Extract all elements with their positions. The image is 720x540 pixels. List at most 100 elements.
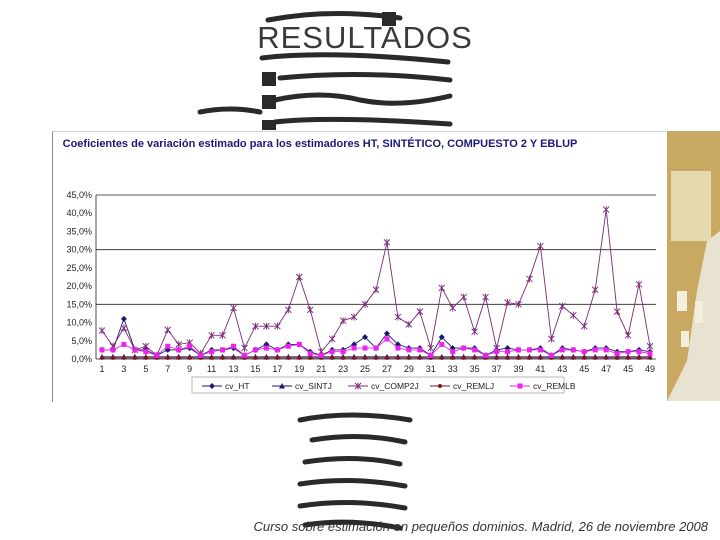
data-point-cv_COMP2J	[449, 304, 457, 312]
x-tick-label: 15	[250, 364, 260, 374]
data-point-cv_REMLB	[537, 347, 543, 353]
data-point-cv_COMP2J	[602, 206, 610, 214]
data-point-cv_REMLB	[406, 347, 412, 353]
x-tick-label: 5	[143, 364, 148, 374]
x-tick-label: 41	[535, 364, 545, 374]
data-point-cv_REMLJ	[527, 355, 532, 360]
x-tick-label: 17	[272, 364, 282, 374]
data-point-cv_REMLB	[187, 343, 193, 349]
data-point-cv_COMP2J	[339, 317, 347, 325]
data-point-cv_REMLJ	[571, 355, 576, 360]
data-point-cv_REMLB	[143, 349, 149, 355]
legend-label: cv_COMP2J	[371, 381, 419, 391]
data-point-cv_REMLJ	[461, 355, 466, 360]
data-point-cv_COMP2J	[208, 331, 215, 339]
x-tick-label: 45	[579, 364, 589, 374]
data-point-cv_REMLJ	[330, 355, 335, 360]
chart-title: Coeficientes de variación estimado para …	[62, 138, 578, 150]
data-point-cv_REMLB	[625, 349, 631, 355]
legend-marker-cv_HT	[209, 383, 215, 389]
data-point-cv_COMP2J	[482, 293, 489, 301]
x-tick-label: 39	[513, 364, 523, 374]
data-point-cv_COMP2J	[559, 302, 566, 310]
data-point-cv_COMP2J	[383, 238, 391, 246]
x-tick-label: 33	[448, 364, 458, 374]
data-point-cv_REMLJ	[341, 355, 346, 360]
y-tick-label: 15,0%	[66, 299, 92, 309]
data-point-cv_REMLB	[515, 347, 521, 353]
data-point-cv_COMP2J	[504, 299, 511, 307]
data-point-cv_REMLJ	[352, 355, 357, 360]
data-point-cv_REMLB	[340, 349, 346, 355]
data-point-cv_REMLJ	[472, 355, 477, 360]
data-point-cv_COMP2J	[405, 320, 413, 328]
data-point-cv_COMP2J	[394, 313, 402, 321]
data-point-cv_REMLJ	[176, 355, 181, 360]
data-point-cv_REMLB	[252, 347, 258, 353]
data-point-cv_REMLB	[318, 352, 324, 358]
data-point-cv_COMP2J	[142, 342, 150, 350]
data-point-cv_REMLB	[472, 347, 478, 353]
x-tick-label: 45	[623, 364, 633, 374]
data-point-cv_COMP2J	[526, 275, 533, 283]
data-point-cv_REMLJ	[308, 355, 313, 360]
x-tick-label: 37	[492, 364, 502, 374]
y-tick-label: 20,0%	[66, 281, 92, 291]
data-point-cv_REMLB	[121, 341, 127, 347]
y-tick-label: 5,0%	[71, 336, 92, 346]
data-point-cv_REMLB	[439, 341, 445, 347]
data-point-cv_REMLJ	[374, 355, 378, 360]
data-point-cv_COMP2J	[219, 331, 226, 339]
data-point-cv_REMLJ	[100, 355, 104, 360]
data-point-cv_REMLB	[603, 347, 609, 353]
data-point-cv_REMLJ	[187, 355, 192, 360]
data-point-cv_REMLB	[450, 349, 456, 355]
data-point-cv_REMLB	[636, 349, 642, 355]
data-point-cv_REMLJ	[582, 355, 587, 360]
data-point-cv_COMP2J	[164, 326, 172, 334]
data-point-cv_COMP2J	[460, 293, 467, 301]
data-point-cv_REMLB	[220, 347, 226, 353]
data-point-cv_REMLB	[198, 352, 204, 358]
data-point-cv_REMLJ	[165, 355, 170, 360]
data-point-cv_REMLJ	[231, 355, 236, 360]
data-point-cv_COMP2J	[328, 335, 336, 343]
x-tick-label: 27	[382, 364, 392, 374]
data-point-cv_REMLB	[296, 341, 302, 347]
data-point-cv_REMLJ	[615, 355, 620, 360]
data-point-cv_REMLJ	[406, 355, 411, 360]
data-point-cv_COMP2J	[120, 324, 128, 332]
data-point-cv_HT	[394, 341, 401, 348]
legend-label: cv_HT	[225, 381, 250, 391]
data-point-cv_COMP2J	[263, 322, 270, 330]
data-point-cv_REMLB	[285, 343, 291, 349]
data-point-cv_REMLJ	[253, 355, 258, 360]
data-point-cv_COMP2J	[416, 308, 424, 316]
data-point-cv_REMLB	[505, 349, 511, 355]
data-point-cv_REMLB	[614, 351, 620, 357]
data-point-cv_COMP2J	[624, 331, 632, 339]
data-point-cv_REMLJ	[538, 355, 543, 360]
data-point-cv_REMLB	[165, 343, 171, 349]
data-point-cv_HT	[120, 315, 127, 322]
data-point-cv_COMP2J	[252, 322, 259, 330]
side-logo-image	[667, 131, 720, 401]
x-tick-label: 7	[165, 364, 170, 374]
data-point-cv_COMP2J	[175, 340, 183, 348]
x-tick-label: 29	[404, 364, 414, 374]
y-tick-label: 0,0%	[71, 354, 92, 364]
data-point-cv_REMLB	[461, 345, 467, 351]
slide-title: RESULTADOS	[257, 20, 473, 55]
data-point-cv_REMLB	[362, 345, 368, 351]
data-point-cv_REMLJ	[593, 355, 598, 360]
data-point-cv_REMLJ	[450, 355, 455, 360]
data-point-cv_REMLJ	[395, 355, 400, 360]
data-point-cv_REMLJ	[494, 355, 499, 360]
data-point-cv_REMLJ	[209, 355, 214, 360]
data-point-cv_REMLJ	[363, 355, 368, 360]
data-point-cv_REMLJ	[220, 355, 225, 360]
data-point-cv_REMLB	[99, 347, 105, 353]
data-point-cv_REMLJ	[648, 355, 652, 360]
legend-marker-cv_SINTJ	[279, 383, 285, 389]
